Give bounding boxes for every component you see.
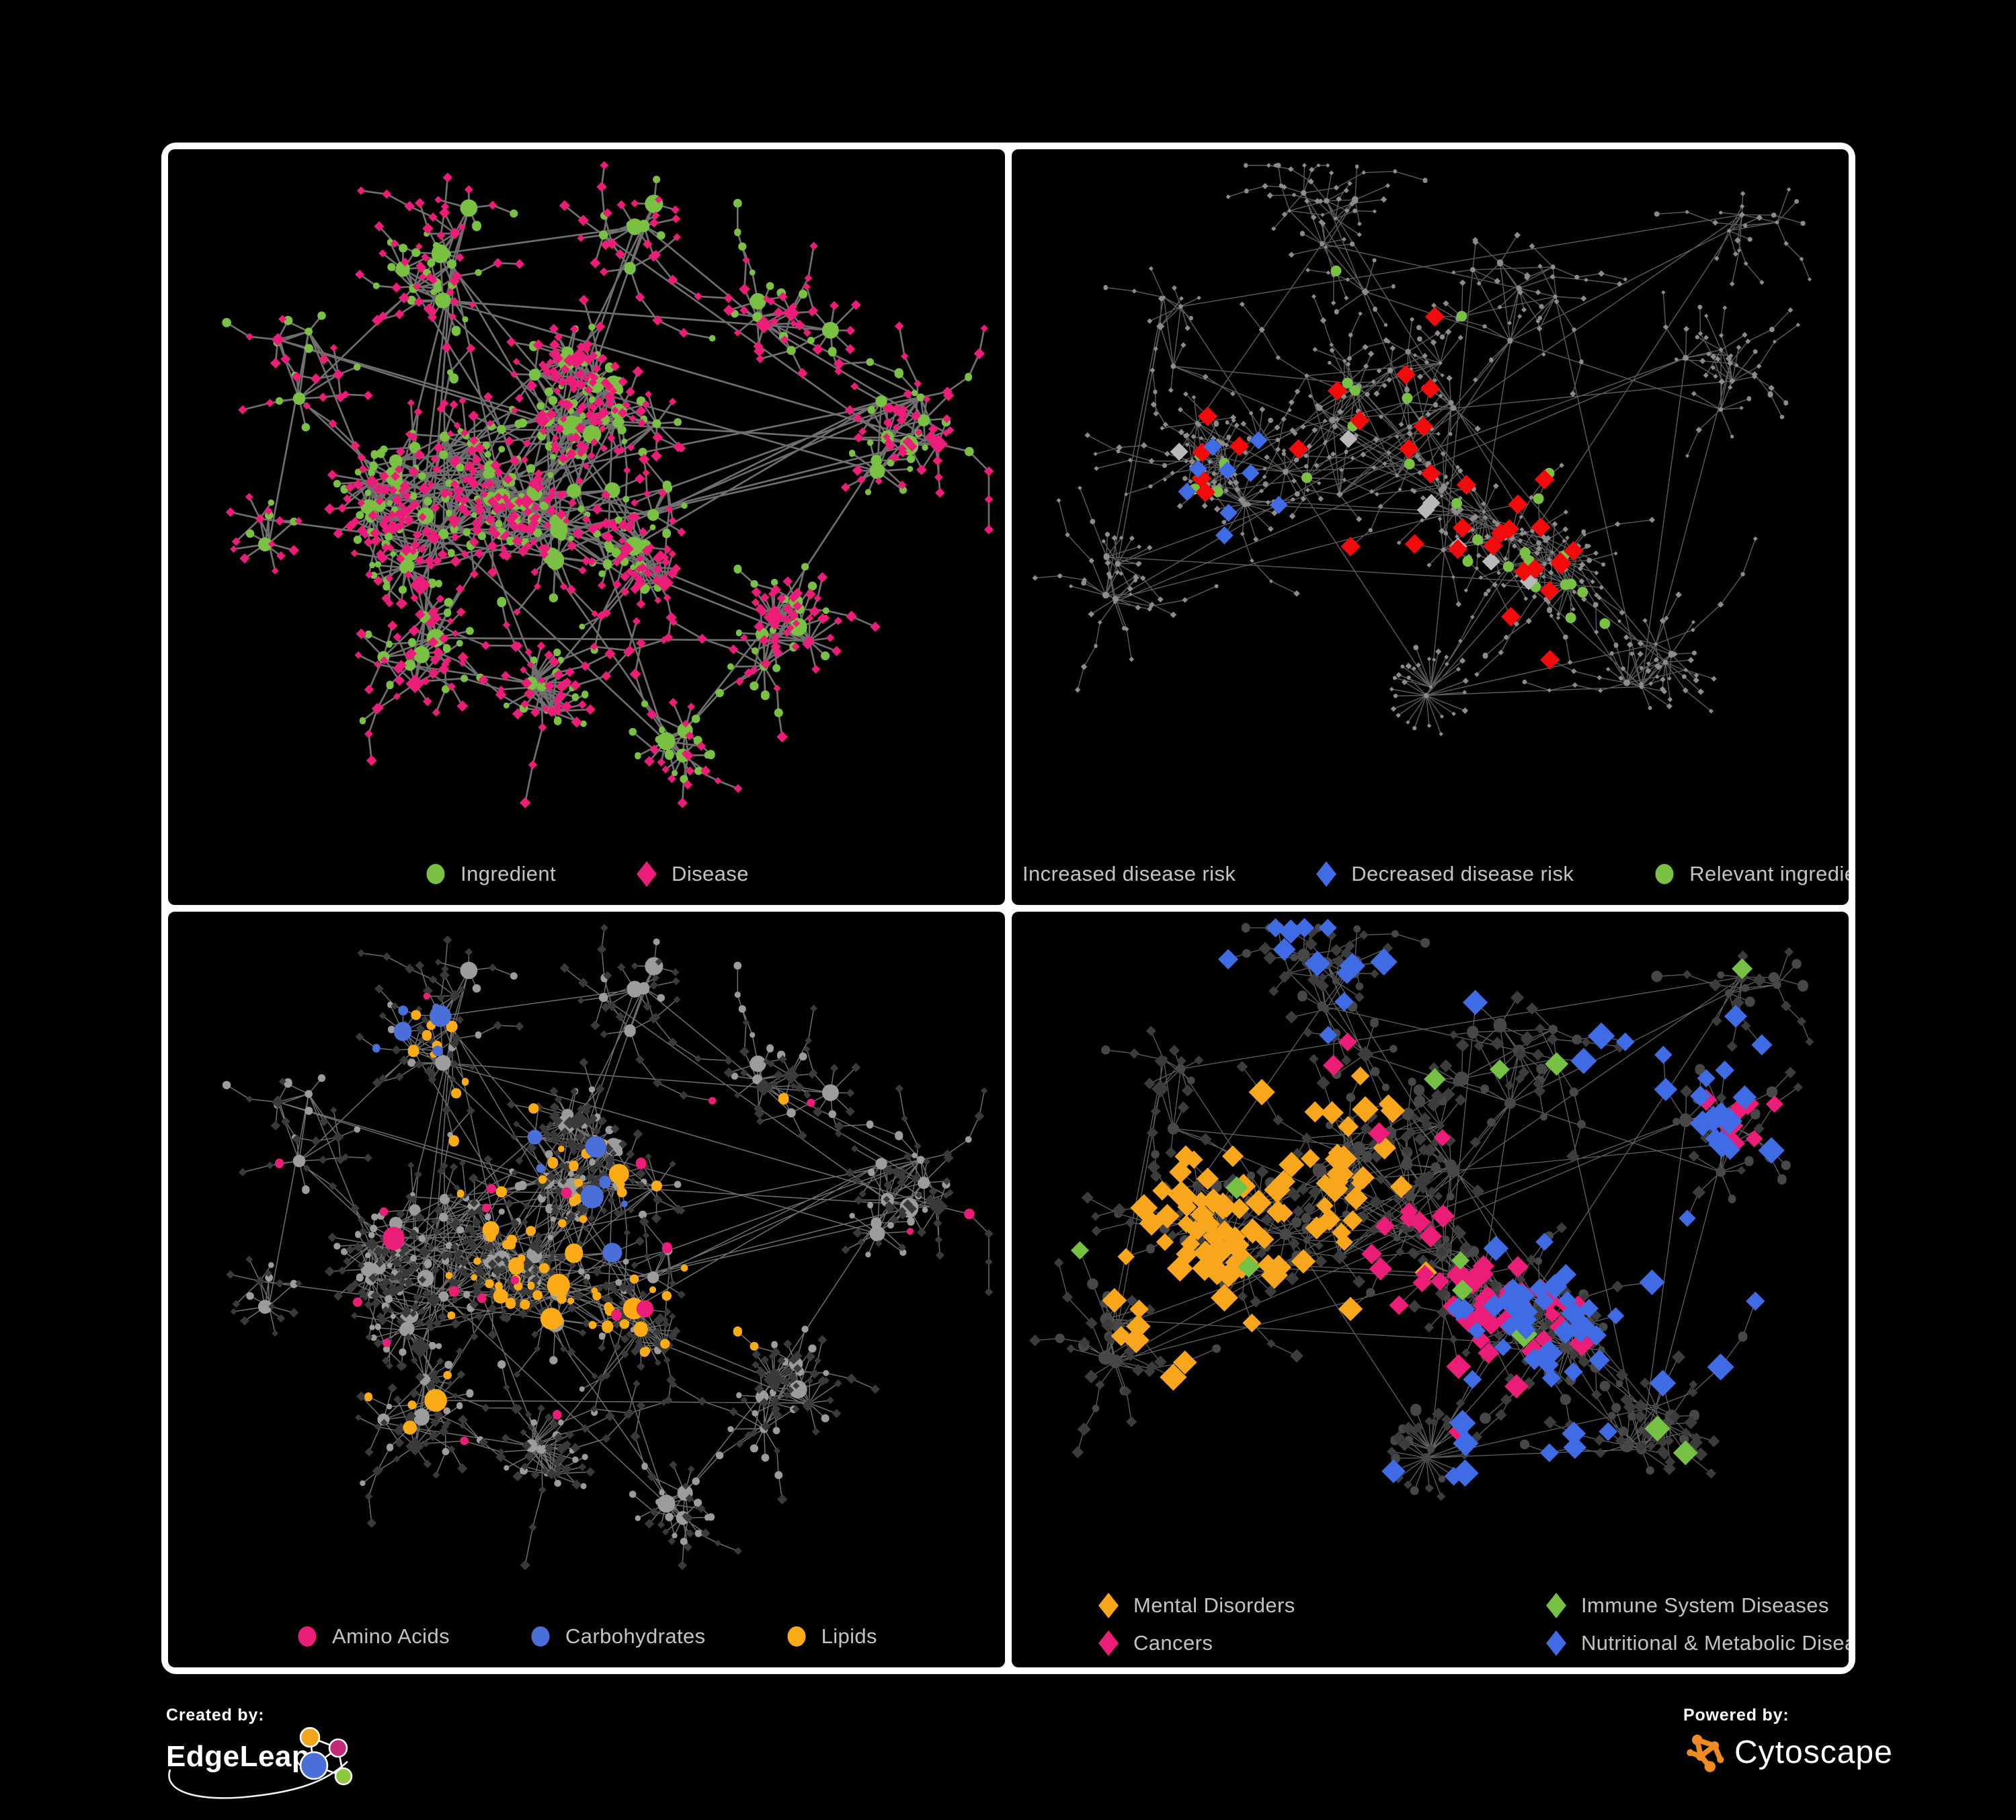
legend-item: Relevant ingredient bbox=[1653, 861, 1849, 887]
legend-marker-circle-icon bbox=[1655, 864, 1674, 884]
legend-label: Nutritional & Metabolic Diseases bbox=[1580, 1631, 1849, 1655]
legend-item: Nutritional & Metabolic Diseases bbox=[1545, 1630, 1849, 1657]
legend-2: Increased disease risk Decreased disease … bbox=[1012, 861, 1849, 887]
legend-label: Disease bbox=[672, 862, 749, 885]
legend-item: Disease bbox=[635, 861, 749, 887]
legend-label: Cancers bbox=[1133, 1631, 1213, 1655]
graph-nodes-diamond bbox=[226, 924, 994, 1571]
legend-marker-diamond-icon bbox=[1316, 861, 1337, 887]
legend-item: Lipids bbox=[785, 1623, 877, 1650]
legend-label: Increased disease risk bbox=[1022, 862, 1236, 885]
network-graph-disease-risk bbox=[1032, 163, 1812, 736]
network-graph-disease-categories bbox=[1029, 918, 1814, 1501]
legend-marker-circle-icon bbox=[787, 1626, 806, 1647]
legend-marker-diamond-icon bbox=[1098, 1630, 1119, 1656]
legend-1: Ingredient Disease bbox=[168, 861, 1005, 887]
panel-grid: Ingredient Disease Increased disease risk… bbox=[161, 143, 1855, 1674]
legend-label: Ingredient bbox=[460, 862, 557, 885]
legend-marker-diamond-icon bbox=[1545, 1630, 1566, 1656]
created-by-label: Created by: bbox=[166, 1706, 265, 1725]
edgeleap-wordmark: EdgeLeap bbox=[166, 1740, 311, 1773]
graph-nodes-diamond bbox=[1032, 163, 1812, 736]
legend-marker-diamond-icon bbox=[1545, 1593, 1566, 1618]
graph-highlight-nodes bbox=[1217, 918, 1785, 1487]
graph-highlight-nodes bbox=[1323, 1032, 1783, 1442]
legend-label: Immune System Diseases bbox=[1580, 1593, 1829, 1617]
legend-item: Decreased disease risk bbox=[1315, 861, 1574, 887]
legend-marker-circle-icon bbox=[298, 1626, 317, 1647]
graph-edges bbox=[1035, 165, 1810, 734]
legend-item: Ingredient bbox=[424, 861, 556, 887]
network-graph-ingredient-disease bbox=[222, 161, 994, 809]
legend-marker-diamond-icon bbox=[637, 861, 657, 887]
panel-nutrient-classes: Amino Acids Carbohydrates Lipids bbox=[168, 912, 1005, 1667]
edgeleap-swoosh-arc bbox=[168, 1761, 348, 1799]
legend-label: Decreased disease risk bbox=[1351, 862, 1574, 885]
panel-disease-categories: Mental Disorders Cancers Immune System Dis… bbox=[1012, 912, 1849, 1667]
legend-marker-circle-icon bbox=[426, 864, 445, 884]
legend-label: Mental Disorders bbox=[1133, 1593, 1295, 1617]
legend-4: Mental Disorders Cancers Immune System Dis… bbox=[1098, 1592, 1849, 1657]
powered-by-credit: Powered by: Cytoscape bbox=[1683, 1706, 1893, 1774]
graph-nodes-circle bbox=[1057, 163, 1806, 731]
legend-item: Increased disease risk bbox=[1012, 861, 1236, 887]
cytoscape-logo: Cytoscape bbox=[1683, 1731, 1893, 1774]
cytoscape-network-icon bbox=[1687, 1735, 1724, 1772]
graph-nodes-diamond bbox=[225, 161, 994, 809]
panel-disease-risk: Increased disease risk Decreased disease … bbox=[1012, 149, 1849, 905]
graph-highlight-nodes bbox=[372, 1003, 628, 1263]
graph-highlight-nodes bbox=[1191, 307, 1584, 670]
legend-item: Carbohydrates bbox=[529, 1623, 706, 1650]
created-by-credit: Created by: EdgeLeap bbox=[166, 1706, 381, 1807]
legend-item: Immune System Diseases bbox=[1545, 1592, 1829, 1619]
legend-label: Amino Acids bbox=[332, 1624, 450, 1648]
legend-marker-circle-icon bbox=[531, 1626, 550, 1647]
edgeleap-network-icon bbox=[299, 1727, 353, 1786]
legend-label: Lipids bbox=[821, 1624, 877, 1648]
legend-item: Cancers bbox=[1097, 1630, 1213, 1657]
panel-ingredient-disease: Ingredient Disease bbox=[168, 149, 1005, 905]
edgeleap-logo: EdgeLeap bbox=[166, 1727, 381, 1807]
cytoscape-wordmark: Cytoscape bbox=[1734, 1734, 1893, 1770]
legend-label: Carbohydrates bbox=[565, 1624, 706, 1648]
network-graph-nutrient-classes bbox=[222, 924, 994, 1571]
legend-item: Mental Disorders bbox=[1097, 1592, 1295, 1619]
legend-3: Amino Acids Carbohydrates Lipids bbox=[168, 1623, 1005, 1650]
graph-highlight-nodes bbox=[1102, 1066, 1437, 1391]
legend-item: Amino Acids bbox=[296, 1623, 450, 1650]
legend-marker-diamond-icon bbox=[1098, 1593, 1119, 1618]
legend-label: Relevant ingredient bbox=[1689, 862, 1849, 885]
powered-by-label: Powered by: bbox=[1683, 1706, 1789, 1725]
